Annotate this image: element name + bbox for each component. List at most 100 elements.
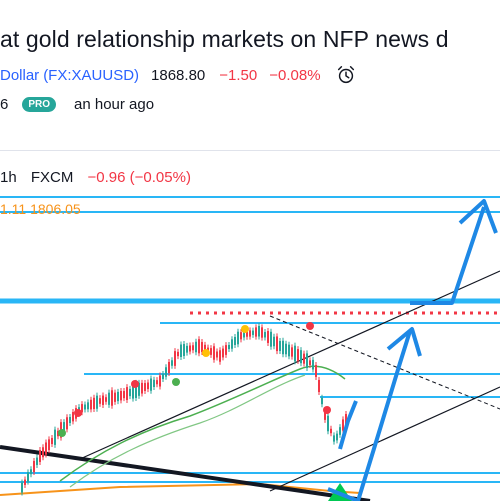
signal-dot (306, 322, 314, 330)
trend-line (269, 386, 500, 492)
signal-dot (131, 380, 139, 388)
projection-arrow-head (458, 199, 498, 234)
candle-body (297, 349, 299, 361)
candle-body (342, 419, 344, 431)
candle-body (177, 351, 179, 357)
signal-dot (74, 409, 82, 417)
candle-body (96, 395, 98, 409)
candle-body (189, 345, 191, 352)
candle-body (81, 404, 83, 413)
candle-body (99, 398, 101, 404)
idea-title: at gold relationship markets on NFP news… (0, 26, 449, 52)
candle-body (123, 391, 125, 399)
candle-body (147, 382, 149, 390)
candle-body (153, 379, 155, 388)
candle-body (216, 351, 218, 358)
candle-body (30, 469, 32, 475)
candle-body (249, 330, 251, 337)
author-name-link[interactable]: 6 (0, 95, 9, 113)
candle-body (267, 331, 269, 343)
candle-body (132, 384, 134, 399)
author-row: 6 PRO an hour ago (0, 94, 154, 114)
candle-body (57, 430, 59, 437)
symbol-name-link[interactable]: Dollar (0, 66, 40, 84)
chart-interval: 1h (0, 169, 17, 186)
candle-body (312, 359, 314, 370)
candle-body (120, 390, 122, 401)
candle-body (135, 382, 137, 398)
candle-body (27, 472, 29, 482)
pro-badge: PRO (22, 96, 57, 112)
trend-line (269, 315, 500, 410)
candle-body (150, 378, 152, 391)
candle-body (21, 482, 23, 493)
candle-body (288, 344, 290, 357)
candle-body (111, 390, 113, 406)
candle-body (180, 344, 182, 357)
candle-body (210, 348, 212, 355)
candle-body (324, 412, 326, 420)
candle-body (228, 344, 230, 350)
candle-body (333, 435, 335, 442)
candle-body (108, 392, 110, 405)
symbol-change-percent: −0.08% (269, 66, 321, 84)
candle-body (168, 361, 170, 374)
candle-body (63, 422, 65, 432)
candle-body (204, 344, 206, 353)
symbol-row: Dollar (FX:XAUUSD) 1868.80 −1.50 −0.08% (0, 64, 357, 86)
candle-body (258, 326, 260, 337)
candle-body (306, 353, 308, 368)
candle-body (303, 353, 305, 364)
chart-snapshot[interactable]: 1h FXCM −0.96 (−0.05%) 1.11 1806.05 (0, 150, 500, 501)
candle-body (327, 415, 329, 432)
chart-canvas (0, 196, 500, 501)
candle-body (309, 360, 311, 365)
candle-body (102, 395, 104, 405)
candle-body (285, 343, 287, 355)
candle-body (87, 402, 89, 410)
candle-body (114, 392, 116, 402)
level-price-label: 1.11 1806.05 (0, 201, 81, 217)
candle-body (51, 437, 53, 445)
candle-body (54, 429, 56, 445)
candle-body (201, 342, 203, 352)
candle-body (321, 397, 323, 405)
candle-body (240, 332, 242, 340)
candle-body (291, 347, 293, 357)
candle-body (42, 447, 44, 458)
candle-body (165, 367, 167, 377)
candle-body (198, 339, 200, 354)
candle-body (33, 460, 35, 473)
candle-body (237, 331, 239, 345)
moving-average (69, 374, 306, 488)
candle-body (138, 382, 140, 396)
candle-body (174, 351, 176, 366)
candle-body (330, 428, 332, 434)
candle-body (156, 380, 158, 385)
candle-body (276, 336, 278, 352)
candle-body (93, 397, 95, 410)
projection-arrow (410, 206, 486, 305)
symbol-ticker-link[interactable]: (FX:XAUUSD) (43, 66, 140, 84)
symbol-change: −1.50 (219, 66, 258, 84)
signal-dot (172, 378, 180, 386)
candle-body (339, 427, 341, 435)
candle-body (300, 350, 302, 364)
candle-body (39, 450, 41, 462)
candle-body (246, 331, 248, 337)
candle-body (105, 397, 107, 402)
signal-dot (58, 429, 66, 437)
candle-body (45, 442, 47, 455)
candle-body (336, 433, 338, 441)
candles-group (21, 323, 347, 496)
candle-body (273, 336, 275, 347)
publish-time: an hour ago (74, 95, 155, 113)
candle-body (24, 479, 26, 485)
candle-body (252, 330, 254, 335)
candle-body (318, 379, 320, 393)
alarm-clock-icon[interactable] (335, 64, 357, 86)
signal-dot (323, 406, 331, 414)
signal-dot (202, 349, 210, 357)
candle-body (186, 345, 188, 353)
candle-body (126, 387, 128, 401)
